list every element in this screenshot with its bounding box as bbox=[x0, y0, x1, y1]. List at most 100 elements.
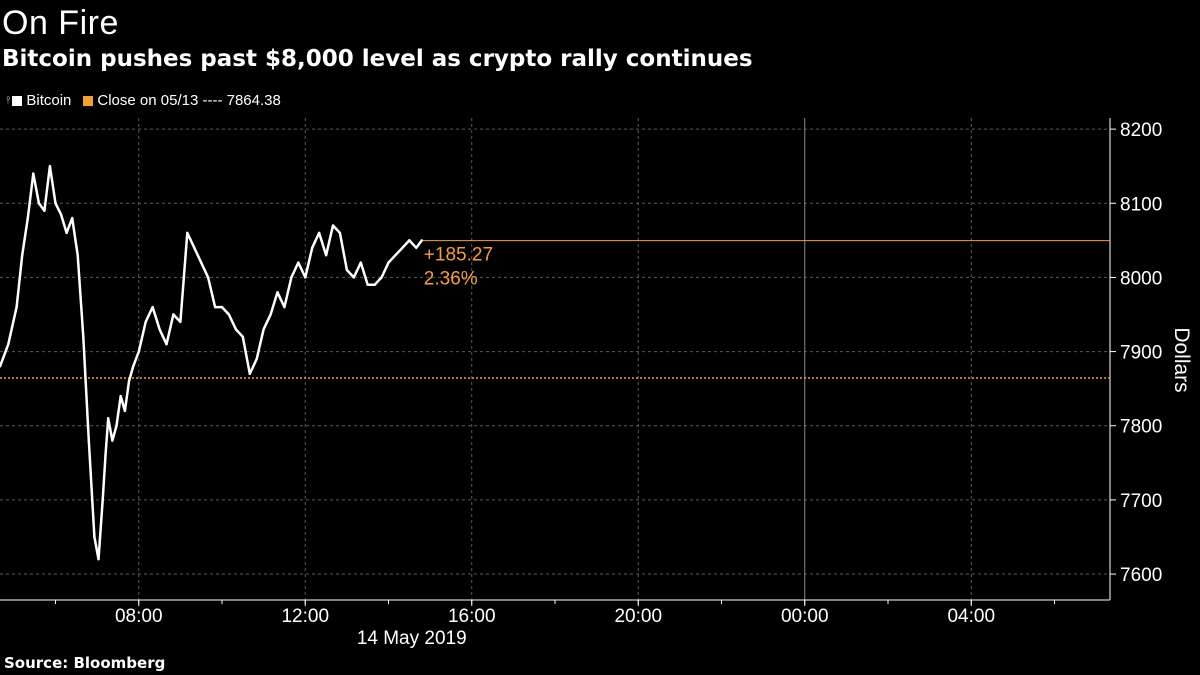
data-point bbox=[269, 313, 272, 316]
data-point bbox=[366, 283, 369, 287]
data-point bbox=[76, 253, 79, 257]
data-point bbox=[59, 213, 63, 216]
data-point bbox=[48, 165, 52, 168]
x-axis-date-label: 14 May 2019 bbox=[357, 628, 467, 649]
data-point bbox=[0, 365, 2, 368]
x-tick-label: 12:00 bbox=[281, 606, 329, 627]
data-point bbox=[262, 328, 265, 331]
series-handle-icon: ⫯ bbox=[6, 95, 11, 106]
data-point bbox=[101, 498, 104, 502]
data-point bbox=[248, 372, 251, 376]
legend-swatch-bitcoin bbox=[12, 95, 23, 106]
data-point bbox=[373, 283, 376, 287]
data-point bbox=[115, 424, 118, 427]
data-point bbox=[7, 342, 10, 346]
data-point bbox=[338, 231, 342, 235]
data-point bbox=[193, 246, 196, 249]
data-point bbox=[158, 328, 161, 331]
data-point bbox=[199, 261, 203, 264]
data-point bbox=[111, 439, 114, 442]
data-point bbox=[415, 246, 418, 249]
page-title: On Fire bbox=[2, 4, 119, 42]
data-point bbox=[408, 239, 411, 242]
data-point bbox=[206, 276, 210, 279]
data-point bbox=[352, 276, 356, 279]
data-point bbox=[144, 320, 147, 324]
x-tick-label: 08:00 bbox=[115, 606, 163, 627]
data-point bbox=[255, 357, 258, 361]
data-point bbox=[165, 342, 168, 346]
data-point bbox=[345, 268, 349, 272]
axes: 7600 7700 7800 7900 8000 8100 8200 08:00 12:00 16… bbox=[0, 118, 1162, 627]
legend-item-bitcoin[interactable]: ⫯ Bitcoin bbox=[6, 92, 71, 109]
data-point bbox=[179, 320, 182, 324]
data-point bbox=[65, 231, 68, 235]
legend-label-close: Close on 05/13 ---- 7864.38 bbox=[97, 92, 281, 109]
data-point bbox=[107, 417, 110, 420]
y-tick-label: 7600 bbox=[1120, 565, 1162, 586]
legend: ⫯ Bitcoin Close on 05/13 ---- 7864.38 bbox=[6, 92, 293, 109]
x-tick-label: 16:00 bbox=[448, 606, 496, 627]
y-tick-label: 8000 bbox=[1120, 268, 1162, 289]
y-tick-label: 8100 bbox=[1120, 194, 1162, 215]
y-tick-label: 7800 bbox=[1120, 417, 1162, 438]
data-point bbox=[304, 276, 307, 279]
y-tick-label: 7900 bbox=[1120, 343, 1162, 364]
data-point bbox=[151, 305, 154, 309]
data-point bbox=[297, 261, 300, 264]
data-point bbox=[394, 253, 397, 257]
data-point bbox=[15, 305, 18, 309]
x-tick-label: 04:00 bbox=[947, 606, 995, 627]
data-point bbox=[359, 261, 362, 264]
percent-annotation: 2.36% bbox=[424, 269, 478, 290]
legend-swatch-close bbox=[83, 95, 94, 106]
data-point bbox=[123, 409, 127, 413]
data-point bbox=[37, 202, 41, 205]
data-point bbox=[54, 202, 57, 205]
data-point bbox=[119, 394, 122, 398]
data-point bbox=[43, 209, 46, 212]
data-point bbox=[324, 253, 328, 257]
data-point bbox=[127, 380, 131, 383]
x-tick-label: 00:00 bbox=[781, 606, 829, 627]
data-point bbox=[387, 261, 390, 264]
data-point bbox=[132, 365, 135, 368]
source-note: Source: Bloomberg bbox=[4, 654, 166, 672]
data-point bbox=[97, 558, 100, 561]
data-point bbox=[420, 239, 423, 242]
change-annotation: +185.27 bbox=[424, 245, 493, 266]
chart-subtitle: Bitcoin pushes past $8,000 level as cryp… bbox=[2, 46, 753, 72]
data-point bbox=[70, 216, 74, 220]
data-point bbox=[186, 231, 189, 235]
y-tick-label: 8200 bbox=[1120, 120, 1162, 141]
data-point bbox=[93, 535, 96, 539]
data-point bbox=[401, 246, 404, 249]
data-point bbox=[234, 328, 238, 331]
data-point bbox=[227, 313, 231, 316]
data-point bbox=[276, 291, 279, 294]
legend-label-bitcoin: Bitcoin bbox=[26, 92, 72, 109]
data-point bbox=[82, 335, 85, 338]
data-point bbox=[220, 305, 224, 309]
data-point bbox=[87, 439, 91, 442]
data-point bbox=[283, 305, 286, 309]
data-point bbox=[137, 350, 140, 353]
data-point bbox=[26, 216, 29, 220]
data-point bbox=[213, 305, 217, 309]
y-tick-label: 7700 bbox=[1120, 491, 1162, 512]
data-point bbox=[380, 276, 383, 279]
grid bbox=[0, 118, 1110, 600]
data-point bbox=[104, 454, 107, 457]
legend-item-close[interactable]: Close on 05/13 ---- 7864.38 bbox=[83, 92, 281, 109]
data-point bbox=[172, 313, 175, 316]
data-point bbox=[310, 246, 314, 249]
data-point bbox=[331, 224, 335, 227]
data-point bbox=[241, 335, 245, 338]
data-point bbox=[317, 231, 321, 235]
x-tick-label: 20:00 bbox=[614, 606, 662, 627]
data-point bbox=[32, 172, 35, 175]
data-point bbox=[290, 276, 293, 279]
data-point bbox=[21, 253, 24, 257]
y-axis-label: Dollars bbox=[1170, 327, 1193, 392]
